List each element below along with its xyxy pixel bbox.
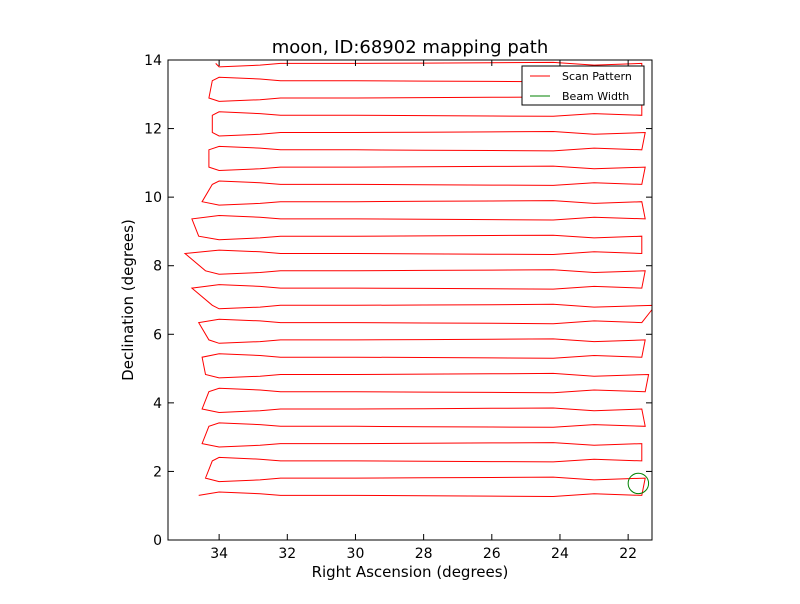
x-tick-label: 28 xyxy=(415,546,433,562)
legend-box xyxy=(521,65,645,106)
axes-frame xyxy=(167,59,653,541)
x-tick-label: 26 xyxy=(483,546,501,562)
beam-width-circle xyxy=(627,472,650,495)
y-tick-label: 2 xyxy=(153,464,162,480)
x-tick-label: 24 xyxy=(551,546,569,562)
legend: Scan Pattern Beam Width xyxy=(521,65,645,106)
y-tick-label: 10 xyxy=(144,190,162,206)
x-tick-label: 30 xyxy=(347,546,365,562)
y-tick-label: 0 xyxy=(153,533,162,549)
legend-label-scan-pattern: Scan Pattern xyxy=(562,70,632,83)
y-tick-label: 8 xyxy=(153,259,162,275)
y-tick-label: 12 xyxy=(144,122,162,138)
legend-label-beam-width: Beam Width xyxy=(562,90,629,103)
chart-title: moon, ID:68902 mapping path xyxy=(272,37,549,58)
scan-pattern-line xyxy=(183,61,652,498)
y-axis-label: Declination (degrees) xyxy=(119,219,137,381)
x-axis-label: Right Ascension (degrees) xyxy=(312,563,509,581)
x-tick-label: 32 xyxy=(278,546,296,562)
y-tick-label: 14 xyxy=(144,53,162,69)
y-tick-label: 4 xyxy=(153,396,162,412)
y-tick-label: 6 xyxy=(153,327,162,343)
plot-layer xyxy=(183,61,652,498)
x-tick-label: 22 xyxy=(619,546,637,562)
x-tick-label: 34 xyxy=(210,546,228,562)
